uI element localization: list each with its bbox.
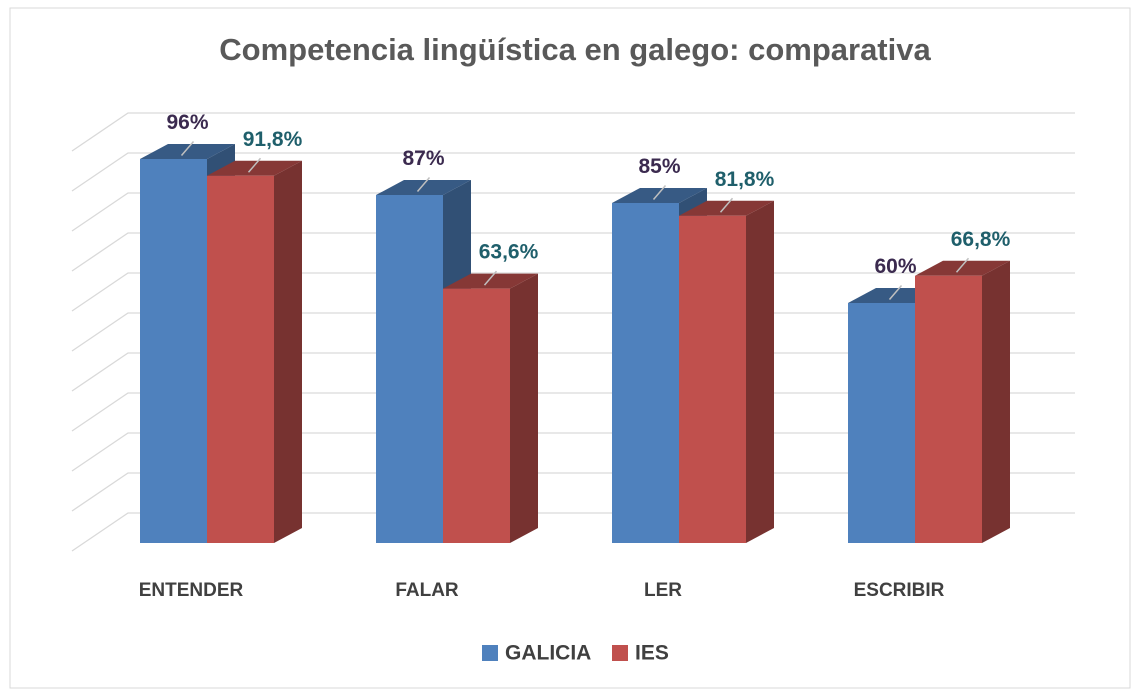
bar-face xyxy=(746,200,774,544)
legend-swatch xyxy=(482,645,498,661)
bar xyxy=(915,260,1010,543)
bar-face xyxy=(376,195,443,543)
leader-line xyxy=(652,185,667,200)
leader-line xyxy=(483,270,498,286)
grid-line xyxy=(71,112,1075,152)
x-tick-label: FALAR xyxy=(395,580,459,601)
bar-face xyxy=(207,160,302,176)
bar-face xyxy=(510,273,538,543)
bar-face xyxy=(848,303,915,543)
leader-line xyxy=(180,141,195,156)
chart-title: Competencia lingüística en galego: compa… xyxy=(219,32,931,67)
bar-face xyxy=(915,275,982,543)
bar-face xyxy=(376,180,471,195)
bar-face xyxy=(679,215,746,544)
bar-face xyxy=(915,260,1010,276)
data-label: 87% xyxy=(402,147,444,170)
x-tick-label: ESCRIBIR xyxy=(854,580,945,601)
x-tick-label: LER xyxy=(644,580,682,601)
bar xyxy=(207,160,302,544)
bar-face xyxy=(679,200,774,216)
grid-line xyxy=(71,192,1075,232)
x-tick-label: ENTENDER xyxy=(139,580,244,601)
data-label: 60% xyxy=(874,255,916,278)
bar-face xyxy=(612,188,707,203)
leader-line xyxy=(955,257,970,273)
leader-line xyxy=(719,197,734,213)
bar-face xyxy=(443,288,510,543)
data-label: 91,8% xyxy=(243,128,303,151)
grid-line xyxy=(71,152,1075,192)
bar xyxy=(679,200,774,544)
legend-label: IES xyxy=(635,642,669,665)
data-label: 63,6% xyxy=(479,241,539,264)
leader-line xyxy=(416,177,431,192)
bar-face xyxy=(140,159,207,543)
bar-face xyxy=(612,203,679,543)
bar xyxy=(443,273,538,543)
data-label: 66,8% xyxy=(951,228,1011,251)
legend-label: GALICIA xyxy=(505,642,591,665)
data-label: 96% xyxy=(166,111,208,134)
bar-face xyxy=(982,260,1010,543)
leader-line xyxy=(888,285,903,300)
legend-swatch xyxy=(612,645,628,661)
data-label: 85% xyxy=(638,155,680,178)
leader-line xyxy=(247,157,262,173)
data-label: 81,8% xyxy=(715,168,775,191)
bar-face xyxy=(140,144,235,159)
bar-face xyxy=(443,273,538,289)
bar-face xyxy=(207,175,274,544)
bar-face xyxy=(274,160,302,544)
